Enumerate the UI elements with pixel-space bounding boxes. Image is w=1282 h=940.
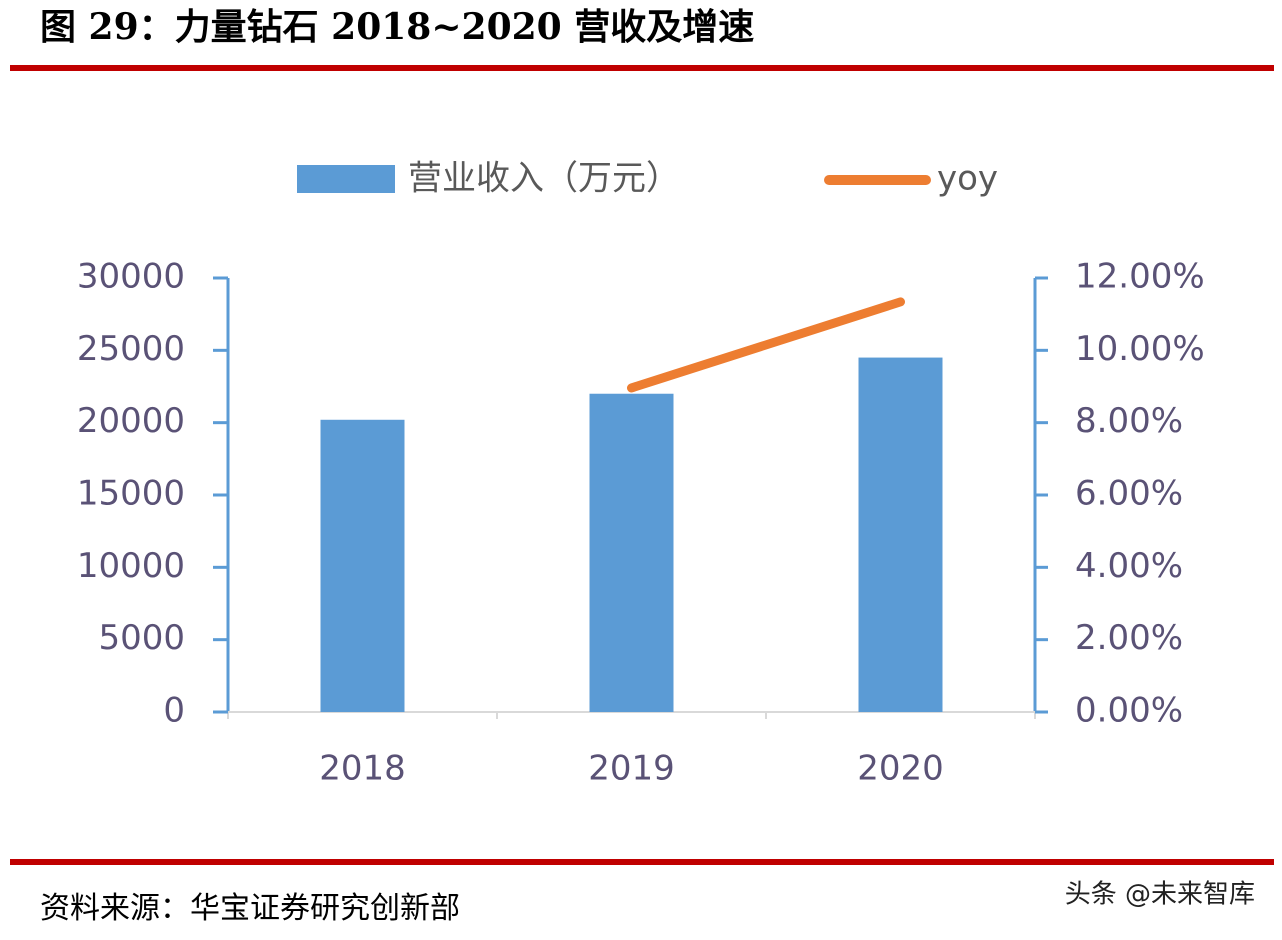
y2-tick-label: 2.00%	[1075, 618, 1183, 658]
y2-tick-label: 6.00%	[1075, 474, 1183, 514]
bar	[320, 419, 405, 712]
bottom-rule	[10, 859, 1274, 865]
source: 资料来源：华宝证券研究创新部	[40, 891, 460, 926]
legend-label: 营业收入（万元）	[408, 159, 680, 199]
page-title: 图 29：力量钻石 2018~2020 营收及增速	[40, 6, 754, 48]
y-tick-label: 25000	[77, 329, 185, 369]
x-tick-label: 2020	[857, 749, 944, 789]
y-tick-label: 0	[163, 691, 185, 731]
watermark: 头条 @未来智库	[1065, 880, 1255, 910]
y2-tick-label: 12.00%	[1075, 257, 1205, 297]
legend-label: yoy	[937, 159, 998, 199]
y-tick-label: 15000	[77, 474, 185, 514]
y-tick-label: 20000	[77, 401, 185, 441]
y2-tick-label: 4.00%	[1075, 546, 1183, 586]
x-tick-label: 2019	[588, 749, 675, 789]
top-rule	[10, 65, 1274, 71]
y2-tick-label: 0.00%	[1075, 691, 1183, 731]
y2-tick-label: 10.00%	[1075, 329, 1205, 369]
x-tick-label: 2018	[319, 749, 406, 789]
y2-tick-label: 8.00%	[1075, 401, 1183, 441]
y-tick-label: 5000	[98, 618, 185, 658]
bar	[589, 393, 674, 712]
line	[627, 297, 905, 393]
bar	[858, 357, 943, 712]
y-tick-label: 30000	[77, 257, 185, 297]
legend-swatch	[297, 165, 395, 193]
y-tick-label: 10000	[77, 546, 185, 586]
